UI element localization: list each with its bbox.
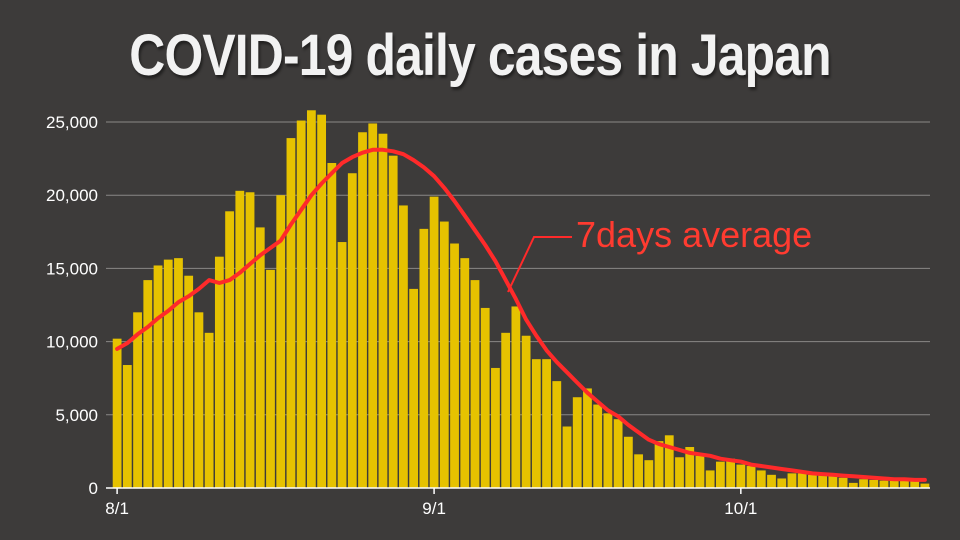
bar bbox=[174, 258, 183, 488]
bar bbox=[654, 441, 664, 488]
bar bbox=[900, 480, 909, 488]
average-line bbox=[115, 147, 927, 482]
bar bbox=[214, 256, 224, 488]
bar bbox=[797, 473, 807, 488]
bar bbox=[777, 478, 787, 488]
bar bbox=[399, 205, 408, 488]
bar bbox=[235, 190, 245, 488]
bar bbox=[879, 480, 889, 488]
bar bbox=[491, 367, 500, 488]
y-tick-label: 0 bbox=[89, 479, 98, 498]
y-tick-label: 20,000 bbox=[46, 186, 98, 205]
bar bbox=[296, 120, 306, 488]
bar bbox=[460, 258, 470, 488]
bar bbox=[531, 359, 541, 488]
bar bbox=[368, 123, 378, 489]
x-tick-label: 9/1 bbox=[422, 499, 446, 518]
bar bbox=[848, 482, 858, 488]
bar bbox=[317, 114, 327, 489]
bar bbox=[746, 466, 756, 488]
y-tick-label: 5,000 bbox=[55, 406, 98, 425]
bar bbox=[572, 397, 582, 488]
x-tick-label: 10/1 bbox=[724, 499, 757, 518]
x-tick-label: 8/1 bbox=[105, 499, 129, 518]
bar bbox=[542, 359, 551, 488]
bar bbox=[480, 307, 490, 488]
bar bbox=[133, 312, 142, 488]
bar bbox=[715, 461, 725, 488]
bar bbox=[225, 211, 234, 489]
bar bbox=[337, 242, 347, 488]
bar bbox=[378, 133, 388, 488]
bar bbox=[664, 435, 674, 488]
bar bbox=[736, 464, 746, 488]
bar bbox=[583, 388, 592, 488]
bar bbox=[347, 173, 357, 489]
bar bbox=[143, 280, 153, 488]
bar bbox=[112, 338, 122, 488]
bar bbox=[204, 332, 214, 488]
bar bbox=[255, 227, 265, 488]
annotation-leader-line bbox=[507, 236, 572, 293]
bar bbox=[327, 162, 337, 489]
bar bbox=[511, 306, 521, 488]
bar bbox=[266, 269, 275, 488]
bar bbox=[306, 110, 316, 488]
bar bbox=[613, 419, 623, 488]
bar bbox=[286, 138, 296, 488]
bar bbox=[726, 458, 736, 488]
bar bbox=[388, 155, 398, 489]
bar bbox=[450, 243, 459, 488]
bar bbox=[705, 470, 715, 488]
bar bbox=[869, 479, 879, 488]
bar bbox=[787, 473, 797, 488]
bar bbox=[675, 457, 684, 488]
bar bbox=[501, 332, 511, 488]
bar bbox=[920, 483, 930, 488]
bar bbox=[808, 474, 817, 488]
bar bbox=[562, 426, 572, 488]
bar bbox=[194, 312, 204, 488]
bar bbox=[409, 288, 419, 488]
bar bbox=[153, 265, 163, 488]
bar bbox=[818, 475, 828, 488]
bar bbox=[429, 196, 439, 488]
bar bbox=[695, 455, 705, 488]
annotation-label: 7days average bbox=[576, 214, 812, 255]
bar bbox=[470, 280, 480, 488]
bar bbox=[521, 335, 531, 488]
bar bbox=[163, 259, 173, 488]
y-tick-label: 25,000 bbox=[46, 113, 98, 132]
bar bbox=[358, 132, 367, 488]
bar bbox=[756, 470, 766, 488]
bar bbox=[245, 192, 255, 488]
bar bbox=[122, 365, 132, 488]
bar bbox=[623, 436, 633, 488]
bar bbox=[889, 480, 899, 488]
bar bbox=[685, 447, 695, 488]
bar bbox=[419, 228, 429, 488]
bar bbox=[910, 481, 920, 488]
bar bbox=[634, 454, 643, 488]
bar bbox=[603, 413, 613, 488]
bar bbox=[593, 404, 603, 488]
y-tick-label: 15,000 bbox=[46, 259, 98, 278]
bar bbox=[828, 476, 838, 488]
bar bbox=[276, 195, 286, 488]
bar bbox=[184, 275, 194, 488]
chart-title: COVID-19 daily cases in Japan bbox=[129, 23, 831, 88]
bar bbox=[767, 474, 776, 488]
bar bbox=[644, 460, 654, 488]
bar bbox=[838, 477, 848, 488]
bar bbox=[552, 381, 562, 488]
bar bbox=[439, 221, 449, 489]
y-tick-label: 10,000 bbox=[46, 333, 98, 352]
bar bbox=[859, 479, 868, 488]
